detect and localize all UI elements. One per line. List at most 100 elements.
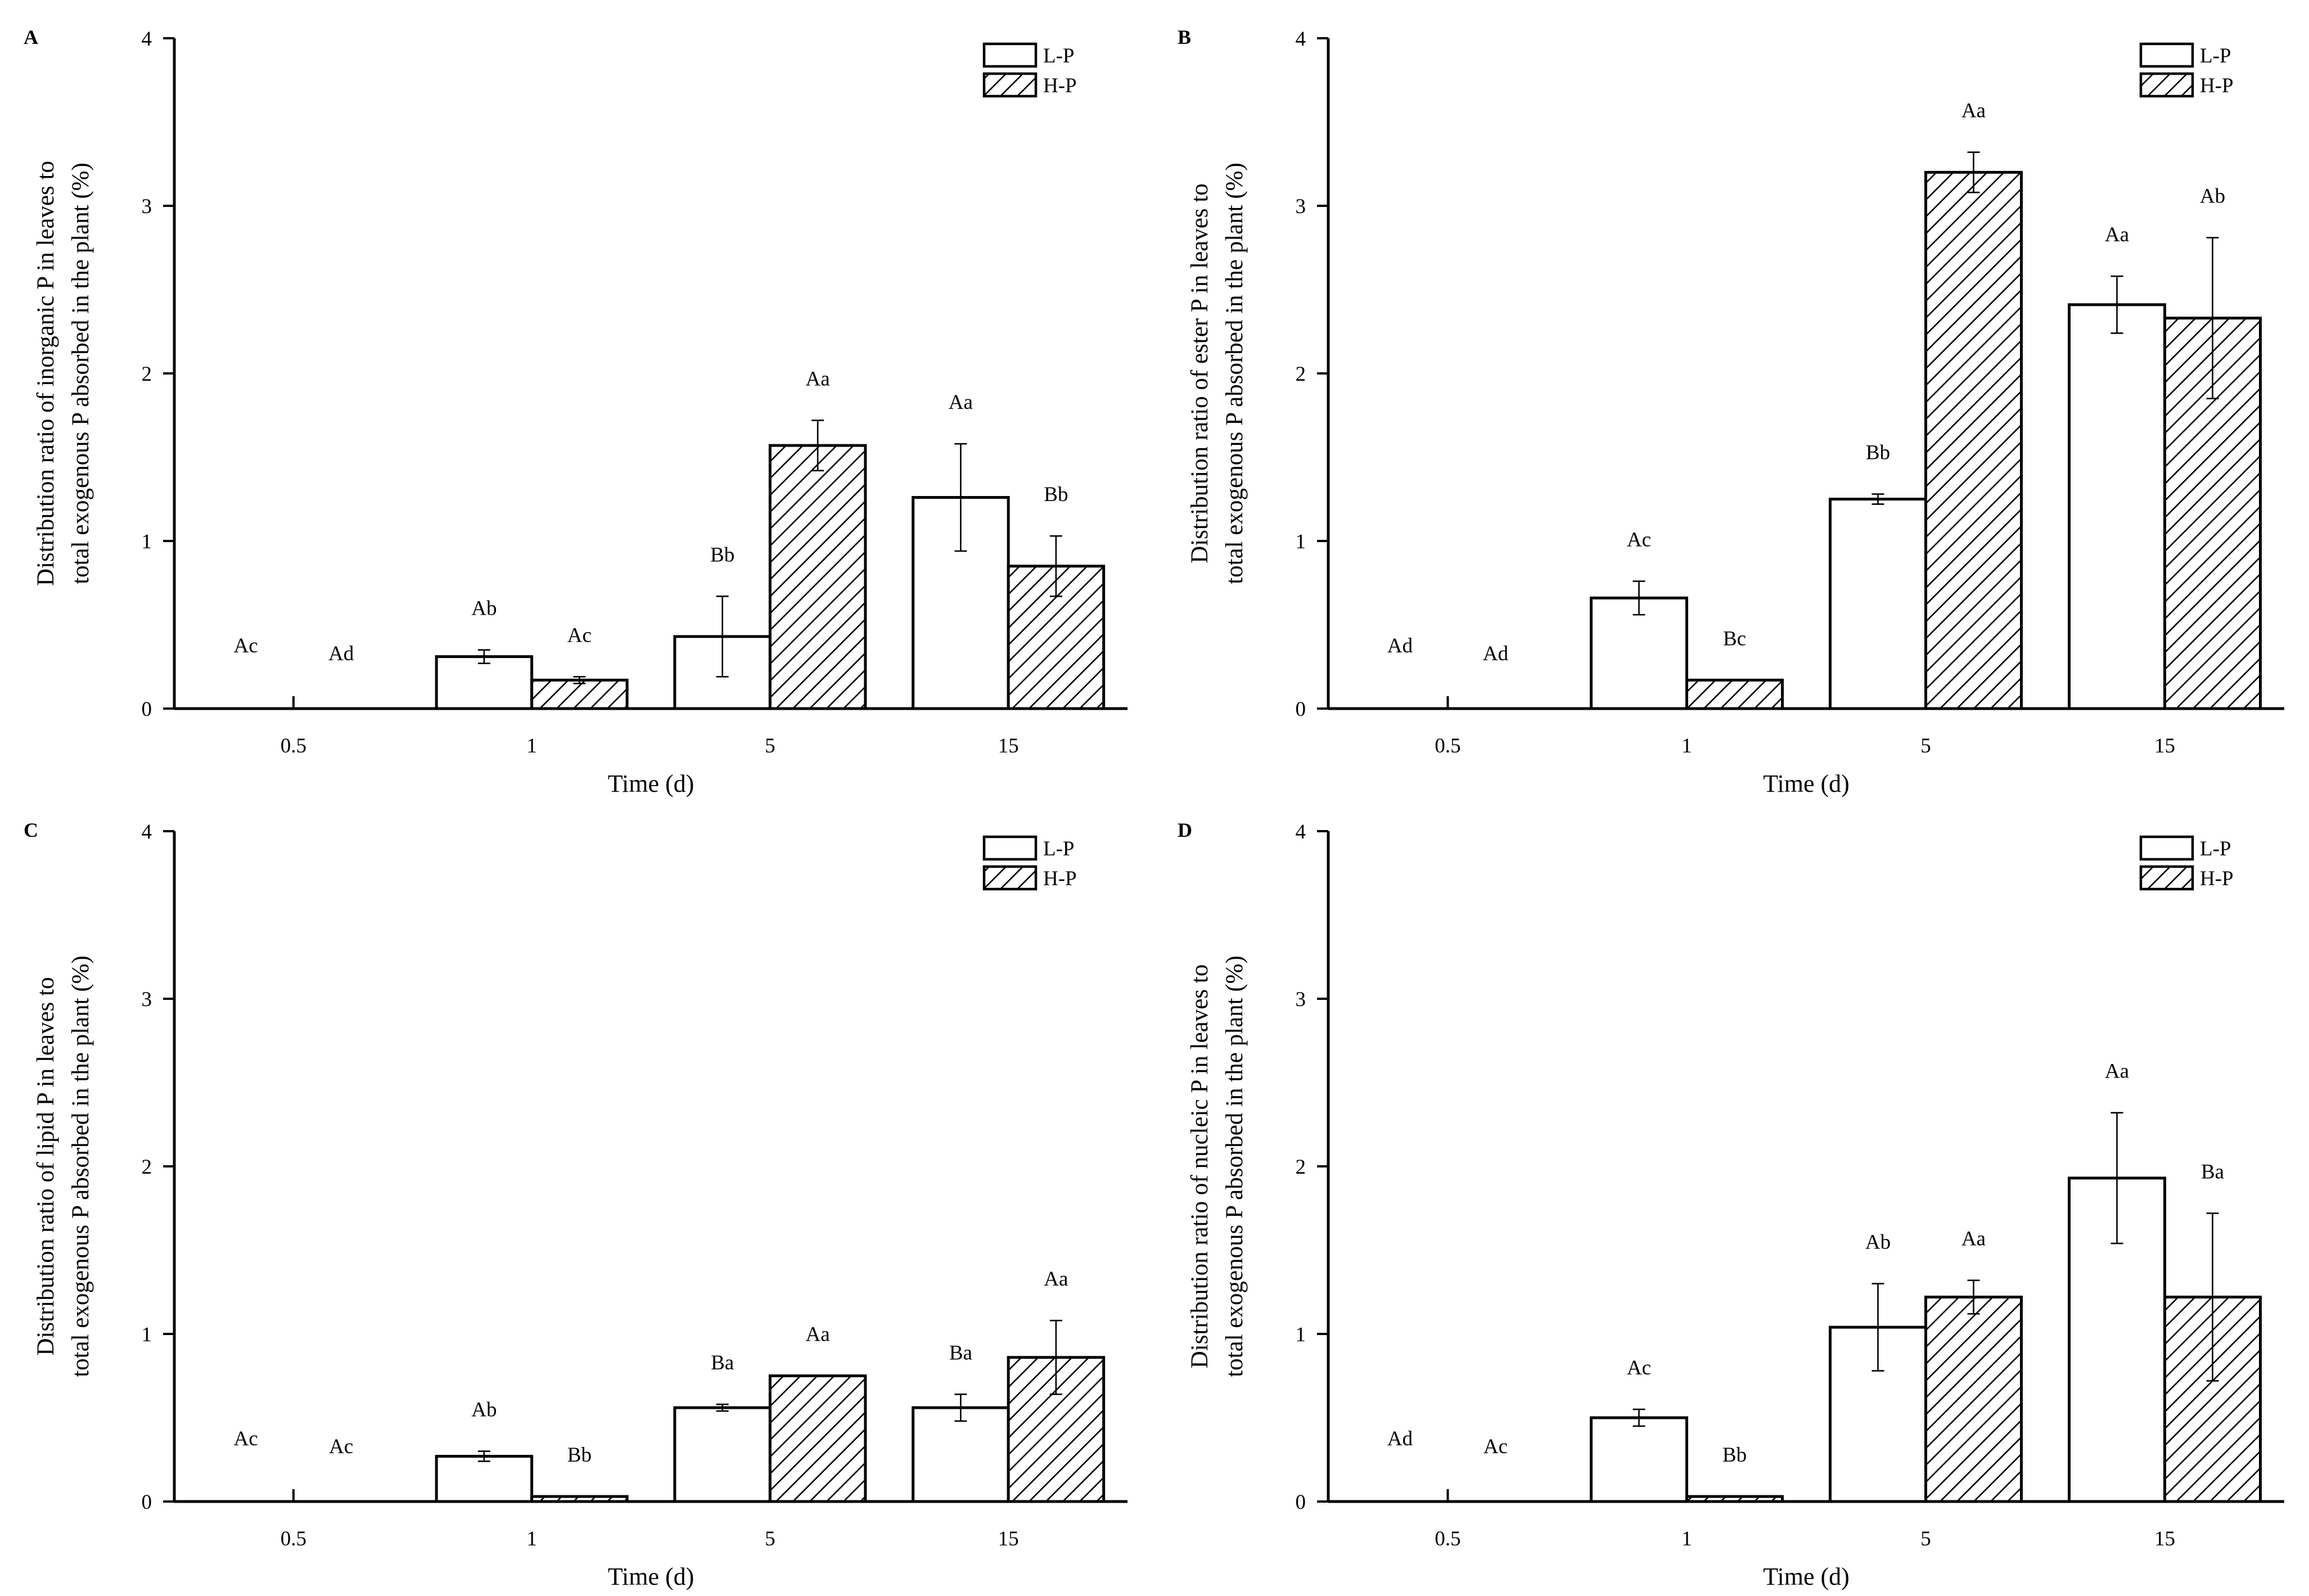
y-tick-label: 3 (1296, 195, 1306, 218)
x-tick-label: 1 (1681, 1527, 1692, 1550)
x-tick-label: 15 (2154, 734, 2175, 758)
legend-swatch-l-p (982, 835, 1038, 861)
significance-label: Ac (234, 634, 258, 657)
y-axis-title-line: Distribution ratio of inorganic P in lea… (33, 161, 59, 586)
significance-label: Ac (1483, 1435, 1508, 1458)
y-tick-label: 0 (142, 698, 152, 721)
legend-label-h-p: H-P (1043, 867, 1077, 890)
bar (1685, 678, 1784, 710)
legend-swatch-h-p (2139, 865, 2194, 891)
legend-swatch-l-p (2139, 835, 2194, 861)
x-tick-label: 1 (1681, 734, 1692, 758)
y-axis-title-line: total exogenous P absorbed in the plant … (67, 955, 94, 1377)
significance-label: Ba (711, 1351, 734, 1374)
significance-label: Ab (2200, 185, 2225, 208)
bar (912, 1406, 1010, 1503)
y-axis-title: Distribution ratio of ester P in leaves … (1187, 163, 1248, 584)
bar (1590, 596, 1688, 710)
bar (1007, 565, 1106, 710)
legend-swatch-h-p (2139, 72, 2194, 98)
legend-label-l-p: L-P (2200, 44, 2231, 67)
significance-label: Ab (471, 597, 497, 620)
bar (435, 1455, 534, 1503)
x-tick-label: 0.5 (1435, 734, 1460, 758)
significance-label: Aa (1961, 1228, 1986, 1251)
legend-label-l-p: L-P (1043, 837, 1075, 860)
bar (2068, 303, 2166, 710)
legend-label-h-p: H-P (2200, 74, 2234, 97)
y-axis-title-line: total exogenous P absorbed in the plant … (1221, 955, 1248, 1377)
bar (530, 678, 629, 710)
y-tick-label: 1 (1296, 1323, 1306, 1346)
significance-label: Ad (1483, 642, 1509, 665)
significance-label: Aa (1961, 100, 1986, 123)
y-tick-label: 4 (142, 820, 152, 844)
x-tick-label: 5 (765, 734, 775, 758)
y-tick-label: 4 (1296, 820, 1306, 844)
significance-label: Ad (1387, 634, 1413, 657)
y-axis-title-line: Distribution ratio of ester P in leaves … (1187, 183, 1213, 563)
legend-label-l-p: L-P (1043, 44, 1075, 67)
significance-label: Aa (806, 1323, 830, 1346)
significance-label: Ab (471, 1399, 497, 1422)
legend-swatch-l-p (2139, 42, 2194, 68)
legend-swatch-h-p (982, 865, 1038, 891)
y-tick-label: 0 (1296, 1491, 1306, 1514)
panel-letter: C (24, 819, 38, 841)
x-tick-label: 5 (765, 1527, 775, 1550)
significance-label: Aa (806, 367, 830, 390)
bar (1590, 1416, 1688, 1503)
bar (1685, 1495, 1784, 1503)
x-tick-label: 15 (2154, 1527, 2175, 1550)
significance-label: Ba (949, 1341, 972, 1364)
significance-label: Ac (234, 1427, 258, 1450)
significance-label: Bb (1866, 441, 1890, 465)
x-tick-label: 15 (998, 734, 1019, 758)
bar (673, 1406, 772, 1503)
y-axis-title: Distribution ratio of nucleic P in leave… (1187, 955, 1248, 1377)
y-tick-label: 3 (142, 988, 152, 1011)
panel-letter: B (1178, 26, 1191, 48)
bar (2163, 317, 2262, 710)
x-tick-label: 5 (1920, 1527, 1931, 1550)
x-tick-label: 0.5 (281, 1527, 306, 1550)
significance-label: Bb (567, 1444, 592, 1467)
significance-label: Ad (1387, 1427, 1413, 1450)
bar (435, 655, 534, 710)
x-tick-label: 5 (1920, 734, 1931, 758)
significance-label: Ab (1865, 1231, 1891, 1254)
significance-label: Bb (710, 543, 734, 566)
significance-label: Ac (567, 624, 592, 647)
y-tick-label: 0 (142, 1491, 152, 1514)
panel-letter: D (1178, 819, 1192, 841)
y-axis-title: Distribution ratio of inorganic P in lea… (33, 161, 94, 586)
significance-label: Ad (328, 642, 354, 665)
bar (1924, 1295, 2023, 1503)
significance-label: Ac (1627, 529, 1651, 552)
bar (1829, 498, 1927, 710)
y-tick-label: 2 (142, 363, 152, 386)
significance-label: Bc (1723, 627, 1746, 650)
y-tick-label: 2 (1296, 363, 1306, 386)
x-tick-label: 15 (998, 1527, 1019, 1550)
x-axis-title: Time (d) (608, 1563, 694, 1590)
y-tick-label: 2 (142, 1156, 152, 1179)
y-tick-label: 3 (1296, 988, 1306, 1011)
x-tick-label: 0.5 (1435, 1527, 1460, 1550)
legend-label-h-p: H-P (2200, 867, 2234, 890)
x-axis-title: Time (d) (608, 770, 694, 797)
significance-label: Aa (1044, 1268, 1068, 1291)
x-axis-title: Time (d) (1763, 1563, 1850, 1590)
significance-label: Ac (1627, 1356, 1651, 1379)
y-tick-label: 4 (142, 28, 152, 51)
y-axis-title-line: Distribution ratio of lipid P in leaves … (33, 977, 59, 1355)
significance-label: Aa (2105, 223, 2129, 246)
bar (1924, 170, 2023, 710)
x-tick-label: 1 (526, 734, 537, 758)
significance-label: Ac (329, 1435, 353, 1458)
x-axis-title: Time (d) (1763, 770, 1850, 797)
